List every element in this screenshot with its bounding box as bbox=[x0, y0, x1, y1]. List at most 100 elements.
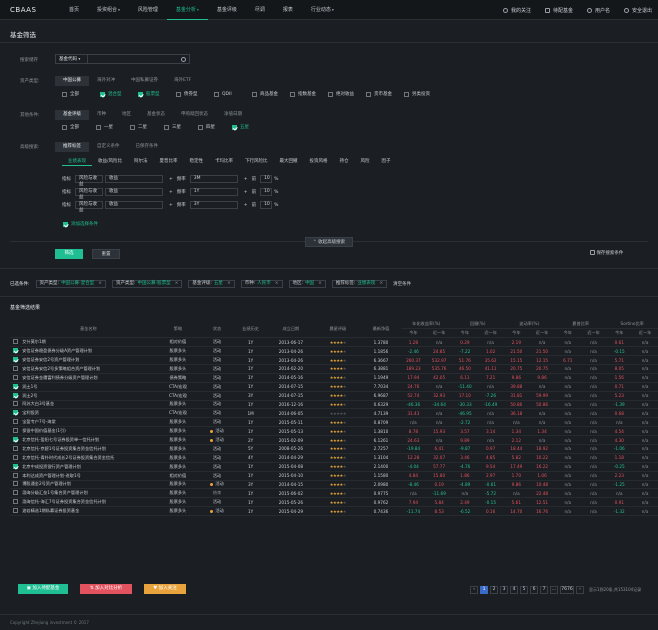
my-follow-link[interactable]: 我的关注 bbox=[502, 7, 531, 14]
checkbox[interactable] bbox=[328, 91, 333, 97]
row-checkbox[interactable] bbox=[13, 383, 19, 389]
collapse-advanced-button[interactable]: ⌃ 收起高级搜索 bbox=[305, 237, 353, 247]
nav-item-6[interactable]: 报表 bbox=[274, 0, 302, 20]
percent-input[interactable]: 10 bbox=[260, 188, 273, 196]
logo[interactable]: CBAAS bbox=[10, 6, 37, 14]
nav-item-3[interactable]: 基金分析 ▾ bbox=[166, 0, 208, 20]
asset-check-1[interactable]: 混合型 bbox=[100, 91, 138, 97]
subtab-8[interactable]: 投资风格 bbox=[309, 159, 328, 164]
row-checkbox[interactable] bbox=[13, 481, 19, 487]
checkbox[interactable] bbox=[366, 91, 371, 97]
reset-button[interactable]: 重置 bbox=[92, 249, 120, 259]
other-tab-2[interactable]: 地区 bbox=[122, 112, 131, 117]
fund-name[interactable]: 安信证券金穗富利债券分级资产管理计划 bbox=[21, 373, 156, 383]
row-checkbox[interactable] bbox=[13, 472, 19, 478]
table-row[interactable]: 阿苏大白3号基金 股票多头 活动 1Y 2016-12-16 ★★★★★ 0.6329 -46… bbox=[10, 400, 658, 410]
checkbox[interactable] bbox=[100, 91, 105, 97]
next-page-button[interactable]: › bbox=[576, 586, 584, 594]
asset-tab-1[interactable]: 海外对冲 bbox=[97, 78, 115, 83]
logout-link[interactable]: 安全退出 bbox=[623, 7, 652, 14]
asset-check-4[interactable]: QDII bbox=[214, 91, 252, 97]
selected-tag[interactable]: 资产类型: 中国公募-混合型 × bbox=[35, 280, 106, 288]
other-tab-4[interactable]: 申购赎回状态 bbox=[181, 112, 208, 117]
search-type-select[interactable]: 基金代码 ▾ bbox=[56, 55, 88, 63]
close-icon[interactable]: × bbox=[226, 281, 231, 286]
adv-tab-1[interactable]: 自定义条件 bbox=[97, 144, 120, 149]
checkbox[interactable] bbox=[176, 91, 181, 97]
row-checkbox[interactable] bbox=[13, 339, 19, 345]
subtab-2[interactable]: 阿尔法 bbox=[134, 159, 148, 164]
nav-item-7[interactable]: 行业动态 ▾ bbox=[302, 0, 343, 20]
fund-name[interactable]: 博股通金2号资产管理计划 bbox=[21, 480, 156, 490]
metric-select[interactable]: 收益 bbox=[105, 188, 163, 196]
fund-name[interactable]: 北京信托-京碧1号证券投资集合资金信托计划 bbox=[21, 444, 156, 454]
checkbox[interactable] bbox=[198, 124, 203, 130]
subtab-7[interactable]: 最大回撤 bbox=[279, 159, 298, 164]
other-tab-3[interactable]: 基金状态 bbox=[147, 112, 165, 117]
fund-name[interactable]: 润土1号 bbox=[21, 382, 156, 392]
rating-check-5[interactable]: 五星 bbox=[232, 124, 266, 130]
asset-check-2[interactable]: 股票型 bbox=[138, 91, 176, 97]
other-tab-5[interactable]: 净值日期 bbox=[224, 112, 242, 117]
page-button[interactable]: 5 bbox=[520, 586, 528, 594]
nav-item-2[interactable]: 风险管理 bbox=[129, 0, 167, 20]
asset-tab-0[interactable]: 中国公募 bbox=[55, 76, 89, 86]
table-row[interactable]: 安信证券安信2号资产管理计划 股票多头 活动 1Y 2013-04-26 ★★★★★ 6.3… bbox=[10, 355, 658, 365]
asset-check-9[interactable]: 另类投资 bbox=[404, 91, 442, 97]
close-icon[interactable]: × bbox=[318, 281, 322, 286]
filter-button[interactable]: 筛选 bbox=[55, 249, 83, 259]
period-select[interactable]: 1Y bbox=[189, 188, 238, 196]
row-checkbox[interactable] bbox=[13, 454, 19, 460]
nav-item-4[interactable]: 基金评级 bbox=[208, 0, 246, 20]
asset-tab-2[interactable]: 中国私募证券 bbox=[131, 78, 158, 83]
table-row[interactable]: 渤海分级汇垒1号集合资产管理计划 股票多头 结束 1Y 2015-06-02 ★★★★★ 0… bbox=[10, 488, 658, 499]
save-conditions-button[interactable]: 保存搜索条件 bbox=[590, 249, 638, 259]
table-row[interactable]: 本利达成资产管理计划-进取1号 相对价值 活动 1Y 2015-04-10 ★★★★★ 1.… bbox=[10, 471, 658, 481]
search-input[interactable]: 基金代码 ▾ bbox=[55, 54, 190, 64]
adv-tab-0[interactable]: 推荐标签 bbox=[55, 142, 89, 152]
close-icon[interactable]: × bbox=[274, 281, 279, 286]
category-select[interactable]: 风险与收益 bbox=[75, 175, 103, 187]
row-checkbox[interactable] bbox=[13, 428, 19, 434]
fund-name[interactable]: 本利达成资产管理计划-进取1号 bbox=[21, 471, 156, 481]
table-row[interactable]: 渤海信托-海汇7号证券投资集合资金信托计划 股票多头 活动 1Y 2015-05-26 ★… bbox=[10, 497, 658, 508]
other-tab-0[interactable]: 基金评级 bbox=[55, 110, 89, 120]
rating-check-2[interactable]: 二星 bbox=[130, 124, 164, 130]
table-row[interactable]: 宝盈专户7号-海棠 股票多头 活动 1Y 2015-05-11 ★★★★★ 0.8709 n/… bbox=[10, 417, 658, 428]
close-icon[interactable]: × bbox=[174, 281, 179, 286]
selected-tag[interactable]: 地区: 中国 × bbox=[288, 280, 326, 288]
checkbox[interactable] bbox=[62, 124, 67, 130]
adv-tab-2[interactable]: 已保存条件 bbox=[135, 144, 159, 149]
selected-tag[interactable]: 币种: 人民币 × bbox=[240, 280, 283, 288]
subtab-6[interactable]: 下行风险比 bbox=[245, 159, 268, 164]
row-checkbox[interactable] bbox=[13, 419, 19, 425]
checkbox[interactable] bbox=[138, 91, 143, 97]
fund-name[interactable]: 润土2号 bbox=[21, 391, 156, 401]
fund-name[interactable]: 阿苏大白3号基金 bbox=[21, 400, 156, 410]
table-row[interactable]: 宝利投资 CTA/宏观 活动 1M 2014-06-05 ★★★★★ 4.7139 31.43… bbox=[10, 408, 658, 419]
clear-conditions-link[interactable]: 清空条件 bbox=[393, 282, 412, 287]
fund-name[interactable]: 宝利投资 bbox=[21, 408, 156, 419]
page-button[interactable]: 4 bbox=[510, 586, 518, 594]
fund-name[interactable]: 安信证券稳盈债券分级A资产管理计划 bbox=[21, 346, 156, 357]
nav-item-1[interactable]: 投资组合 ▾ bbox=[88, 0, 129, 20]
row-checkbox[interactable] bbox=[13, 463, 19, 469]
table-row[interactable]: 安信证券安信2号多策略组合资产管理计划 股票多头 活动 1Y 2014-02-20 ★★★… bbox=[10, 364, 658, 374]
row-checkbox[interactable] bbox=[13, 499, 19, 505]
close-icon[interactable]: × bbox=[379, 281, 384, 286]
fund-name[interactable]: 波若精选1期私募证券投资基金 bbox=[21, 506, 156, 517]
fund-name[interactable]: 宝盈专户7号-海棠 bbox=[21, 417, 156, 428]
fund-name[interactable]: 渤海信托-海汇7号证券投资集合资金信托计划 bbox=[21, 497, 156, 508]
checkbox[interactable] bbox=[232, 124, 237, 130]
rating-check-1[interactable]: 一星 bbox=[96, 124, 130, 130]
table-row[interactable]: 润土1号 CTA/宏观 活动 1Y 2014-07-15 ★★★★★ 7.7034 24.76… bbox=[10, 382, 658, 392]
table-row[interactable]: 北京中成投资银行资产管理计划 股票多头 活动 1Y 2015-04-08 ★★★★★ 2.1… bbox=[10, 462, 658, 472]
metric-select[interactable]: 收益 bbox=[105, 201, 163, 209]
selected-tag[interactable]: 推荐标签: 业绩表现 × bbox=[331, 280, 388, 288]
search-icon[interactable] bbox=[181, 56, 186, 62]
nav-item-0[interactable]: 首页 bbox=[60, 0, 88, 20]
fund-name[interactable]: 北京信托-盈阳七号证券投资单一信托计划 bbox=[21, 435, 156, 445]
page-button[interactable]: 3 bbox=[500, 586, 508, 594]
add-to-follow-button[interactable]: ♥ 加入关注 bbox=[144, 584, 186, 594]
table-row[interactable]: 博股通金2号资产管理计划 股票多头 活动 3Y 2014-04-15 ★★★★★ 2.098… bbox=[10, 480, 658, 490]
